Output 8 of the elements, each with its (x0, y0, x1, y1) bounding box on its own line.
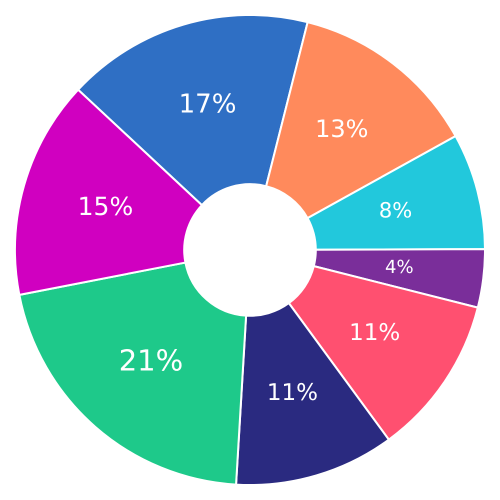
data-label: 11% (266, 380, 318, 406)
data-label: 8% (378, 198, 412, 223)
data-label: 21% (118, 344, 184, 378)
data-label: 15% (78, 192, 134, 222)
data-label: 11% (349, 320, 400, 346)
data-label: 4% (385, 257, 414, 278)
data-label: 13% (315, 115, 368, 144)
data-label: 17% (178, 89, 236, 120)
